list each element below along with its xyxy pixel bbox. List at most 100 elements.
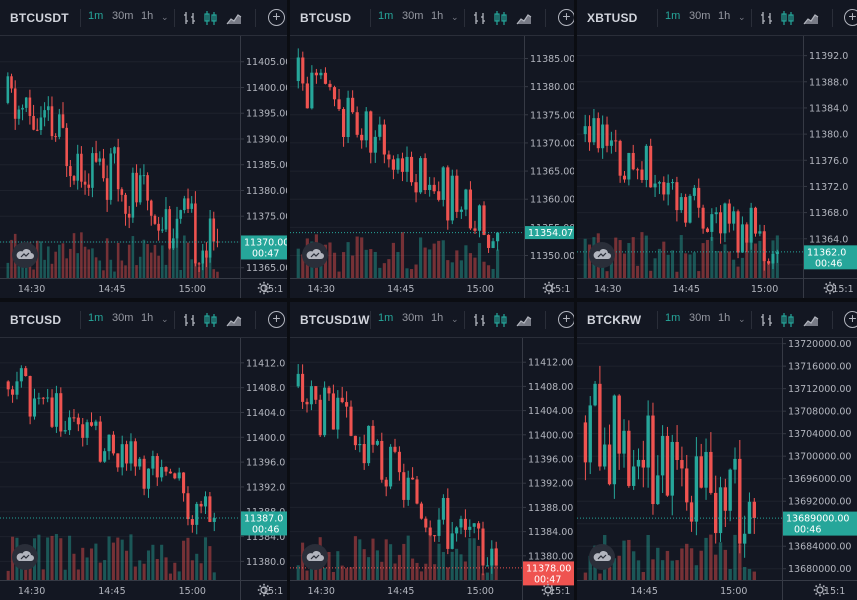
add-chart-icon[interactable]: +	[268, 9, 285, 26]
settings-gear-icon[interactable]	[257, 281, 271, 295]
volume-bar	[65, 258, 68, 278]
candle-style-icon[interactable]	[492, 9, 510, 27]
candle-style-icon[interactable]	[779, 311, 797, 329]
area-style-icon[interactable]	[802, 9, 820, 27]
candlestick-chart[interactable]: 11412.0 11408.0 11404.0 11400.0 11396.0 11392…	[0, 338, 287, 600]
volume-bar	[81, 547, 85, 580]
candle-body	[477, 523, 481, 529]
symbol-name[interactable]: BTCUSDT	[10, 11, 69, 25]
volume-bar	[172, 248, 175, 278]
interval-1h[interactable]: 1h	[718, 10, 731, 22]
candle-body	[705, 228, 709, 232]
interval-1m[interactable]: 1m	[665, 10, 681, 22]
volume-bar	[709, 534, 713, 580]
area-style-icon[interactable]	[225, 9, 243, 27]
chevron-down-icon[interactable]: ⌄	[738, 12, 746, 22]
tradingview-cloud-logo[interactable]	[589, 242, 615, 268]
symbol-name[interactable]: BTCUSD1W	[300, 313, 370, 327]
chart-toolbar: BTCUSD 1m 30m 1h ⌄ +	[0, 302, 287, 338]
interval-1h[interactable]: 1h	[431, 10, 444, 22]
interval-1h[interactable]: 1h	[141, 312, 154, 324]
area-style-icon[interactable]	[515, 9, 533, 27]
volume-bar	[745, 238, 749, 278]
interval-1m[interactable]: 1m	[88, 10, 104, 22]
bar-style-icon[interactable]	[181, 311, 199, 329]
candle-body	[609, 140, 613, 146]
price-tick-label: 11350.00	[530, 251, 574, 262]
interval-30m[interactable]: 30m	[402, 312, 424, 324]
candle-style-icon[interactable]	[202, 9, 220, 27]
settings-gear-icon[interactable]	[257, 583, 271, 597]
candlestick-chart[interactable]: 11405.00 11400.00 11395.00 11390.00 11385.00…	[0, 36, 287, 298]
candlestick-chart[interactable]: 11392.0 11388.0 11384.0 11380.0 11376.0 11372…	[577, 36, 857, 298]
interval-1h[interactable]: 1h	[141, 10, 154, 22]
settings-gear-icon[interactable]	[813, 583, 827, 597]
candle-style-icon[interactable]	[779, 9, 797, 27]
symbol-name[interactable]: XBTUSD	[587, 11, 638, 25]
chevron-down-icon[interactable]: ⌄	[161, 314, 169, 324]
interval-1m[interactable]: 1m	[88, 312, 104, 324]
candle-body	[364, 111, 368, 141]
tradingview-cloud-logo[interactable]	[302, 544, 328, 570]
chevron-down-icon[interactable]: ⌄	[161, 12, 169, 22]
settings-gear-icon[interactable]	[542, 281, 556, 295]
bar-style-icon[interactable]	[181, 9, 199, 27]
candle-body	[172, 238, 175, 249]
tradingview-cloud-logo[interactable]	[589, 544, 615, 570]
chevron-down-icon[interactable]: ⌄	[451, 314, 459, 324]
area-style-icon[interactable]	[225, 311, 243, 329]
tradingview-cloud-logo[interactable]	[12, 544, 38, 570]
volume-bar	[437, 543, 441, 580]
candlestick-chart[interactable]: 13720000.00 13716000.00 13712000.00 1370800…	[577, 338, 857, 600]
bar-style-icon[interactable]	[471, 311, 489, 329]
interval-1h[interactable]: 1h	[431, 312, 444, 324]
candlestick-chart[interactable]: 11385.00 11380.00 11375.00 11370.00 11365.00…	[290, 36, 574, 298]
bar-style-icon[interactable]	[471, 9, 489, 27]
settings-gear-icon[interactable]	[823, 281, 837, 295]
chevron-down-icon[interactable]: ⌄	[738, 314, 746, 324]
interval-1m[interactable]: 1m	[378, 10, 394, 22]
area-style-icon[interactable]	[802, 311, 820, 329]
interval-30m[interactable]: 30m	[112, 312, 134, 324]
tradingview-cloud-logo[interactable]	[302, 242, 328, 268]
interval-30m[interactable]: 30m	[112, 10, 134, 22]
add-chart-icon[interactable]: +	[844, 311, 857, 328]
chart-toolbar: BTCUSDT 1m 30m 1h ⌄ +	[0, 0, 287, 36]
candle-body	[151, 456, 155, 469]
tradingview-cloud-logo[interactable]	[12, 242, 38, 268]
interval-1m[interactable]: 1m	[665, 312, 681, 324]
bar-style-icon[interactable]	[758, 9, 776, 27]
area-style-icon[interactable]	[515, 311, 533, 329]
volume-bar	[76, 569, 80, 580]
add-chart-icon[interactable]: +	[268, 311, 285, 328]
last-price-value: 11362.0	[807, 247, 846, 258]
candle-style-icon[interactable]	[492, 311, 510, 329]
settings-gear-icon[interactable]	[541, 583, 555, 597]
toolbar-separator	[174, 9, 175, 27]
interval-30m[interactable]: 30m	[689, 312, 711, 324]
symbol-name[interactable]: BTCUSD	[10, 313, 62, 327]
interval-30m[interactable]: 30m	[689, 10, 711, 22]
candle-body	[24, 368, 28, 377]
add-chart-icon[interactable]: +	[558, 9, 574, 26]
chevron-down-icon[interactable]: ⌄	[451, 12, 459, 22]
candle-style-icon[interactable]	[202, 311, 220, 329]
pane-splitter[interactable]	[0, 298, 857, 302]
interval-30m[interactable]: 30m	[402, 10, 424, 22]
interval-1h[interactable]: 1h	[718, 312, 731, 324]
add-chart-icon[interactable]: +	[558, 311, 574, 328]
price-tick-label: 11400.00	[246, 83, 287, 94]
symbol-name[interactable]: BTCKRW	[587, 313, 642, 327]
interval-1m[interactable]: 1m	[378, 312, 394, 324]
symbol-name[interactable]: BTCUSD	[300, 11, 352, 25]
candle-body	[742, 533, 747, 544]
candle-body	[473, 228, 477, 231]
add-chart-icon[interactable]: +	[844, 9, 857, 26]
candle-body	[28, 376, 32, 417]
candlestick-chart[interactable]: 11412.00 11408.00 11404.00 11400.00 11396.00…	[290, 338, 574, 600]
volume-bar	[337, 271, 341, 278]
candle-body	[680, 460, 684, 469]
volume-bar	[382, 263, 386, 278]
volume-bar	[105, 238, 109, 278]
bar-style-icon[interactable]	[758, 311, 776, 329]
